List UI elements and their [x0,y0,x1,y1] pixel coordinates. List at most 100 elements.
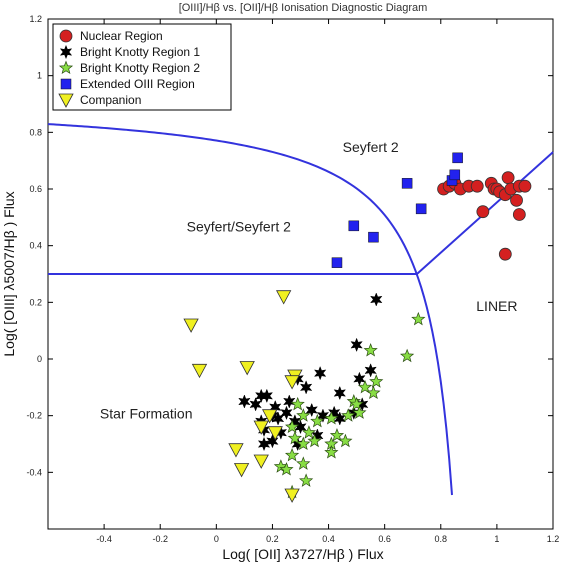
extended-oiii-region-point [415,203,427,215]
extended-oiii-region-point [449,169,461,181]
companion-point [228,443,244,458]
extended-oiii-region-point [452,152,463,164]
bright-knotty-region-1-point [313,365,327,381]
x-tick-label: 0.6 [378,534,391,544]
series-nuclear-region [437,171,532,261]
chart-title: [OIII]/Hβ vs. [OII]/Hβ Ionisation Diagno… [179,2,428,14]
legend-entry-label: Bright Knotty Region 1 [80,45,200,59]
bright-knotty-region-1-point [305,402,318,418]
bright-knotty-region-1-point [316,408,330,423]
region-label: Seyfert 2 [343,139,399,155]
y-tick-label: 0.2 [29,297,42,307]
extended-oiii-region-point [401,178,413,189]
y-tick-label: -0.4 [26,467,42,477]
companion-point [261,409,278,424]
bright-knotty-region-2-point [363,343,378,357]
bright-knotty-region-2-point [369,374,384,388]
legend-entry-label: Companion [80,93,141,107]
bright-knotty-region-2-point [310,413,325,428]
bright-knotty-region-2-point [296,408,311,422]
legend-marker [58,60,74,75]
series-companion [183,290,303,503]
bright-knotty-region-2-point [329,428,345,442]
legend-marker [59,29,73,43]
bright-knotty-region-1-point [350,337,363,353]
legend-entry-label: Extended OIII Region [80,77,195,91]
y-tick-label: 1 [37,71,42,81]
x-tick-label: 0 [214,534,219,544]
bright-knotty-region-2-point [324,445,339,459]
region-label: Star Formation [100,406,193,422]
bright-knotty-region-1-point [280,405,293,421]
x-axis-label: Log( [OII] λ3727/Hβ ) Flux [222,546,383,562]
bright-knotty-region-2-point [307,433,322,448]
nuclear-region-point [501,171,515,185]
series-extended-oiii-region [331,152,463,268]
companion-point [233,463,250,478]
nuclear-region-point [476,205,490,219]
legend-marker [58,93,74,108]
bright-knotty-region-1-point [333,385,347,401]
bright-knotty-region-2-point [299,473,314,487]
star-formation-boundary-curve [47,123,453,496]
legend-entry-label: Nuclear Region [80,29,163,43]
bright-knotty-region-2-point [357,379,373,394]
y-tick-label: 0.8 [29,127,42,137]
bright-knotty-region-2-point [290,396,305,411]
bright-knotty-region-2-point [338,433,353,448]
bright-knotty-region-1-point [257,436,271,452]
companion-point [284,488,300,503]
x-tick-label: 0.4 [322,534,335,544]
companion-point [239,361,255,376]
bright-knotty-region-2-point [296,456,311,470]
y-tick-label: -0.2 [26,411,42,421]
y-tick-label: 0.4 [29,241,42,251]
series-bright-knotty-region-2 [273,311,426,499]
companion-point [253,454,269,469]
companion-point [183,318,199,333]
extended-oiii-region-point [331,257,343,268]
nuclear-region-point [470,179,484,193]
bright-knotty-region-1-point [260,388,274,404]
bright-knotty-region-1-point [266,433,279,449]
bright-knotty-region-1-point [238,394,251,409]
bright-knotty-region-1-point [294,419,307,435]
bright-knotty-region-1-point [283,394,296,409]
bright-knotty-region-2-point [324,411,339,425]
companion-point [267,426,283,441]
x-tick-label: -0.2 [152,534,168,544]
nuclear-region-point [518,179,532,193]
bright-knotty-region-2-point [341,408,356,422]
bright-knotty-region-2-point [287,430,302,445]
bright-knotty-region-2-point [296,436,311,451]
bright-knotty-region-2-point [301,425,317,439]
region-label: LINER [476,298,517,314]
extended-oiii-region-point [368,231,379,243]
series-bright-knotty-region-1 [238,292,383,452]
legend-marker [59,44,73,60]
x-tick-label: 1.2 [547,534,560,544]
companion-point [284,375,300,390]
bright-knotty-region-2-point [284,447,300,462]
legend-entry-label: Bright Knotty Region 2 [80,61,200,75]
nuclear-region-point [510,193,523,207]
bright-knotty-region-1-point [353,371,366,387]
x-tick-label: -0.4 [96,534,112,544]
bright-knotty-region-2-point [279,462,294,476]
bright-knotty-region-2-point [366,385,381,400]
bright-knotty-region-2-point [400,348,415,363]
bright-knotty-region-2-point [352,405,367,419]
companion-point [253,420,269,435]
region-label: Seyfert/Seyfert 2 [187,219,291,235]
bright-knotty-region-1-point [249,397,262,412]
bright-knotty-region-1-point [299,380,313,395]
x-tick-label: 1 [494,534,499,544]
nuclear-region-point [498,247,512,261]
y-tick-label: 0 [37,354,42,364]
bright-knotty-region-2-point [284,419,300,434]
bright-knotty-region-1-point [364,363,377,378]
legend-box [52,23,232,111]
x-tick-label: 0.8 [435,534,448,544]
